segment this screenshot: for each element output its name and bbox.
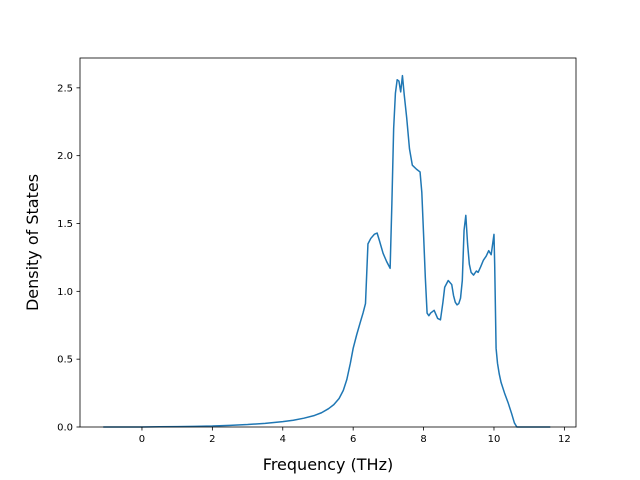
y-tick-label: 0.0 bbox=[57, 423, 73, 434]
x-tick-label: 2 bbox=[209, 434, 215, 445]
axes-frame bbox=[79, 57, 577, 428]
y-tick-label: 1.0 bbox=[57, 287, 73, 298]
y-tick-label: 0.5 bbox=[57, 355, 73, 366]
y-axis-ticks: 0.0 0.5 1.0 1.5 2.0 2.5 bbox=[57, 83, 80, 434]
x-axis-label: Frequency (THz) bbox=[263, 455, 393, 474]
y-tick-label: 1.5 bbox=[57, 219, 73, 230]
y-tick-label: 2.0 bbox=[57, 151, 73, 162]
x-tick-label: 12 bbox=[558, 434, 571, 445]
x-tick-label: 6 bbox=[350, 434, 356, 445]
x-axis-ticks: 0 2 4 6 8 10 12 bbox=[139, 427, 571, 445]
x-tick-label: 10 bbox=[488, 434, 501, 445]
y-tick-label: 2.5 bbox=[57, 83, 73, 94]
dos-series-line bbox=[103, 74, 551, 428]
y-axis-label: Density of States bbox=[23, 174, 42, 311]
x-tick-label: 4 bbox=[280, 434, 286, 445]
x-tick-label: 0 bbox=[139, 434, 145, 445]
x-tick-label: 8 bbox=[420, 434, 426, 445]
